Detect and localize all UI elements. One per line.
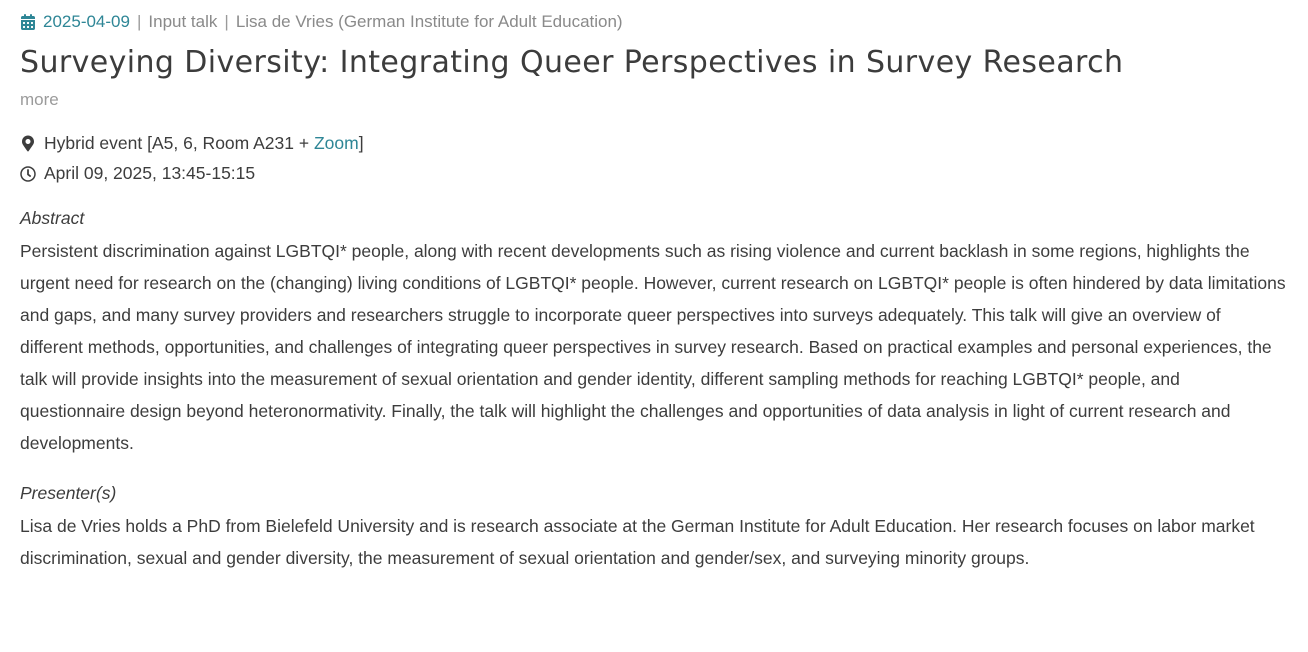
meta-separator: | (224, 12, 229, 31)
event-speaker-label: Lisa de Vries (German Institute for Adul… (235, 12, 623, 31)
presenters-body: Lisa de Vries holds a PhD from Bielefeld… (20, 516, 1255, 568)
event-date: 2025-04-09 (43, 12, 130, 31)
datetime-text: April 09, 2025, 13:45-15:15 (44, 163, 256, 183)
event-meta-line: 2025-04-09 | Input talk | Lisa de Vries … (20, 8, 1288, 32)
zoom-link[interactable]: Zoom (313, 133, 359, 153)
calendar-icon (20, 14, 36, 30)
datetime-line: April 09, 2025, 13:45-15:15 (20, 163, 1288, 184)
location-line: Hybrid event [A5, 6, Room A231 + Zoom] (20, 133, 1288, 154)
abstract-heading: Abstract (20, 208, 85, 228)
map-marker-icon (20, 135, 36, 152)
presenters-heading: Presenter(s) (20, 483, 117, 503)
more-link[interactable]: more (20, 90, 59, 109)
clock-icon (20, 165, 36, 182)
abstract-body: Persistent discrimination against LGBTQI… (20, 241, 1286, 453)
page-title: Surveying Diversity: Integrating Queer P… (20, 45, 1124, 80)
event-type-label: Input talk (148, 12, 218, 31)
location-suffix: ] (358, 133, 364, 153)
location-prefix: Hybrid event [A5, 6, Room A231 + (44, 133, 314, 153)
location-text: Hybrid event [A5, 6, Room A231 + Zoom] (44, 133, 364, 154)
meta-separator: | (136, 12, 142, 31)
